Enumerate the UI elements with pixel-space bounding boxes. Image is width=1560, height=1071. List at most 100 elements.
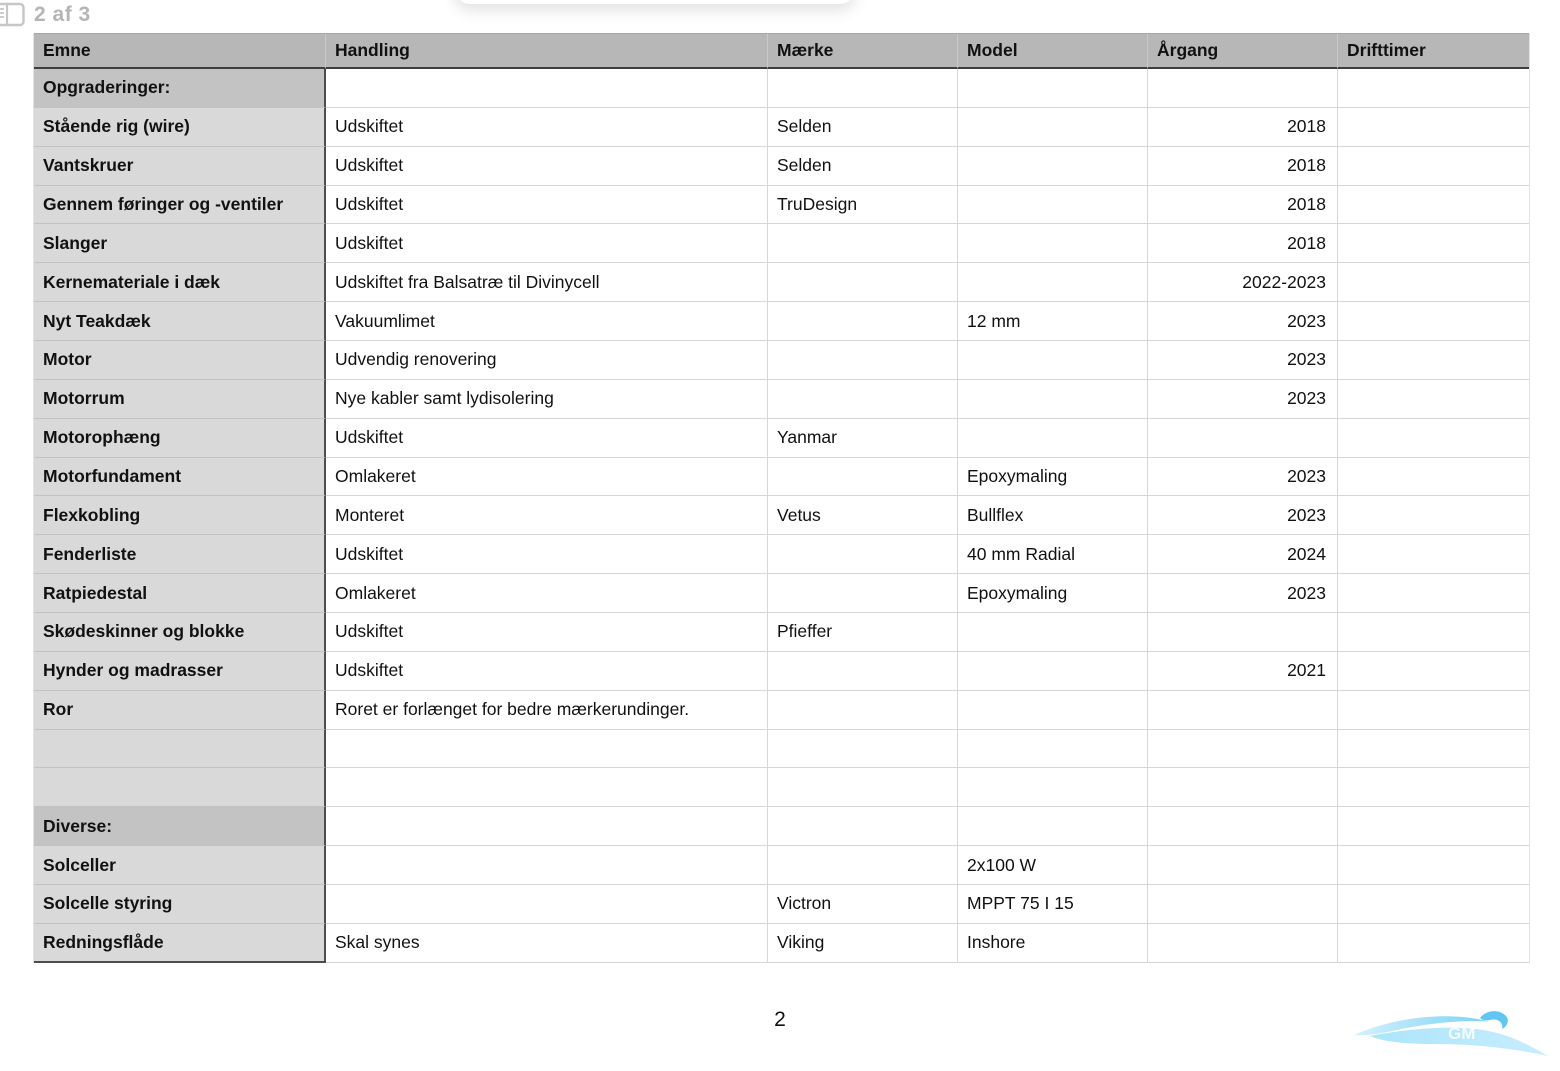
cell-handling: Udvendig renovering bbox=[326, 341, 768, 380]
cell-maerke: Yanmar bbox=[768, 418, 958, 458]
cell-aargang: 2018 bbox=[1148, 224, 1338, 264]
cell-model: 40 mm Radial bbox=[958, 535, 1148, 575]
cell-handling: Udskiftet bbox=[326, 613, 768, 652]
cell-emne: Hynder og madrasser bbox=[34, 651, 326, 691]
cell-aargang bbox=[1148, 807, 1338, 847]
cell-emne bbox=[34, 729, 326, 769]
cell-drifttimer bbox=[1338, 807, 1529, 847]
cell-drifttimer bbox=[1338, 574, 1529, 614]
cell-aargang: 2023 bbox=[1148, 341, 1338, 380]
cell-maerke bbox=[768, 846, 958, 886]
cell-maerke bbox=[768, 379, 958, 419]
sidebar-pages-icon[interactable] bbox=[0, 2, 25, 28]
cell-model: Bullflex bbox=[958, 496, 1148, 536]
cell-model bbox=[958, 69, 1148, 108]
cell-model: Inshore bbox=[958, 923, 1148, 963]
cell-handling: Roret er forlænget for bedre mærkerundin… bbox=[326, 690, 768, 730]
cell-handling: Udskiftet fra Balsatræ til Divinycell bbox=[326, 263, 768, 303]
cell-model: Epoxymaling bbox=[958, 574, 1148, 614]
page-indicator-label: 2 af 3 bbox=[34, 3, 91, 26]
cell-emne: Motorrum bbox=[34, 379, 326, 419]
cell-model bbox=[958, 768, 1148, 808]
cell-aargang: 2018 bbox=[1148, 185, 1338, 225]
cell-model: Epoxymaling bbox=[958, 457, 1148, 497]
cell-emne: Skødeskinner og blokke bbox=[34, 613, 326, 652]
cell-maerke bbox=[768, 729, 958, 769]
cell-maerke bbox=[768, 807, 958, 847]
cell-emne: Solcelle styring bbox=[34, 885, 326, 924]
cell-aargang bbox=[1148, 418, 1338, 458]
cell-model bbox=[958, 690, 1148, 730]
cell-emne: Ratpiedestal bbox=[34, 574, 326, 614]
service-table: Emne Handling Mærke Model Årgang Driftti… bbox=[33, 33, 1530, 963]
cell-drifttimer bbox=[1338, 263, 1529, 303]
cell-emne: Solceller bbox=[34, 846, 326, 886]
column-header-drifttimer: Drifttimer bbox=[1338, 33, 1529, 69]
cell-model bbox=[958, 224, 1148, 264]
cell-emne: Fenderliste bbox=[34, 535, 326, 575]
cell-emne: Motorfundament bbox=[34, 457, 326, 497]
cell-maerke bbox=[768, 535, 958, 575]
cell-handling: Udskiftet bbox=[326, 107, 768, 147]
cell-drifttimer bbox=[1338, 690, 1529, 730]
cell-maerke bbox=[768, 651, 958, 691]
cell-emne: Diverse: bbox=[34, 807, 326, 847]
cell-model bbox=[958, 379, 1148, 419]
cell-model bbox=[958, 341, 1148, 380]
column-header-maerke: Mærke bbox=[768, 33, 958, 69]
column-header-model: Model bbox=[958, 33, 1148, 69]
cell-aargang: 2023 bbox=[1148, 457, 1338, 497]
column-header-handling: Handling bbox=[326, 33, 768, 69]
cell-aargang bbox=[1148, 923, 1338, 963]
cell-aargang bbox=[1148, 729, 1338, 769]
cell-aargang: 2021 bbox=[1148, 651, 1338, 691]
cell-emne: Slanger bbox=[34, 224, 326, 264]
cell-drifttimer bbox=[1338, 535, 1529, 575]
cell-emne: Motor bbox=[34, 341, 326, 380]
cell-maerke bbox=[768, 302, 958, 342]
cell-maerke: Selden bbox=[768, 146, 958, 186]
cell-aargang: 2023 bbox=[1148, 574, 1338, 614]
cell-drifttimer bbox=[1338, 768, 1529, 808]
page-number: 2 bbox=[774, 1008, 786, 1031]
cell-aargang: 2023 bbox=[1148, 496, 1338, 536]
cell-drifttimer bbox=[1338, 613, 1529, 652]
cell-handling bbox=[326, 729, 768, 769]
cell-model bbox=[958, 729, 1148, 769]
cell-aargang bbox=[1148, 613, 1338, 652]
cell-emne bbox=[34, 768, 326, 808]
cell-drifttimer bbox=[1338, 69, 1529, 108]
cell-maerke: Viking bbox=[768, 923, 958, 963]
cell-handling bbox=[326, 885, 768, 924]
cell-drifttimer bbox=[1338, 651, 1529, 691]
cell-emne: Vantskruer bbox=[34, 146, 326, 186]
boat-swoosh-logo: GM bbox=[1352, 1002, 1552, 1066]
cell-drifttimer bbox=[1338, 185, 1529, 225]
cell-handling: Skal synes bbox=[326, 923, 768, 963]
cell-handling: Vakuumlimet bbox=[326, 302, 768, 342]
cell-handling: Udskiftet bbox=[326, 146, 768, 186]
cell-model: 12 mm bbox=[958, 302, 1148, 342]
cell-maerke bbox=[768, 69, 958, 108]
cell-model: 2x100 W bbox=[958, 846, 1148, 886]
cell-drifttimer bbox=[1338, 224, 1529, 264]
cell-drifttimer bbox=[1338, 729, 1529, 769]
cell-aargang: 2018 bbox=[1148, 107, 1338, 147]
cell-handling: Udskiftet bbox=[326, 418, 768, 458]
cell-drifttimer bbox=[1338, 146, 1529, 186]
cell-model bbox=[958, 651, 1148, 691]
cell-emne: Redningsflåde bbox=[34, 923, 326, 963]
cell-handling: Udskiftet bbox=[326, 185, 768, 225]
cell-maerke: Pfieffer bbox=[768, 613, 958, 652]
cell-maerke: TruDesign bbox=[768, 185, 958, 225]
cell-maerke: Vetus bbox=[768, 496, 958, 536]
toolbar-shadow bbox=[455, 0, 855, 4]
cell-model bbox=[958, 185, 1148, 225]
column-header-aargang: Årgang bbox=[1148, 33, 1338, 69]
cell-model bbox=[958, 107, 1148, 147]
cell-drifttimer bbox=[1338, 418, 1529, 458]
cell-aargang bbox=[1148, 768, 1338, 808]
cell-drifttimer bbox=[1338, 341, 1529, 380]
cell-drifttimer bbox=[1338, 302, 1529, 342]
cell-maerke: Victron bbox=[768, 885, 958, 924]
